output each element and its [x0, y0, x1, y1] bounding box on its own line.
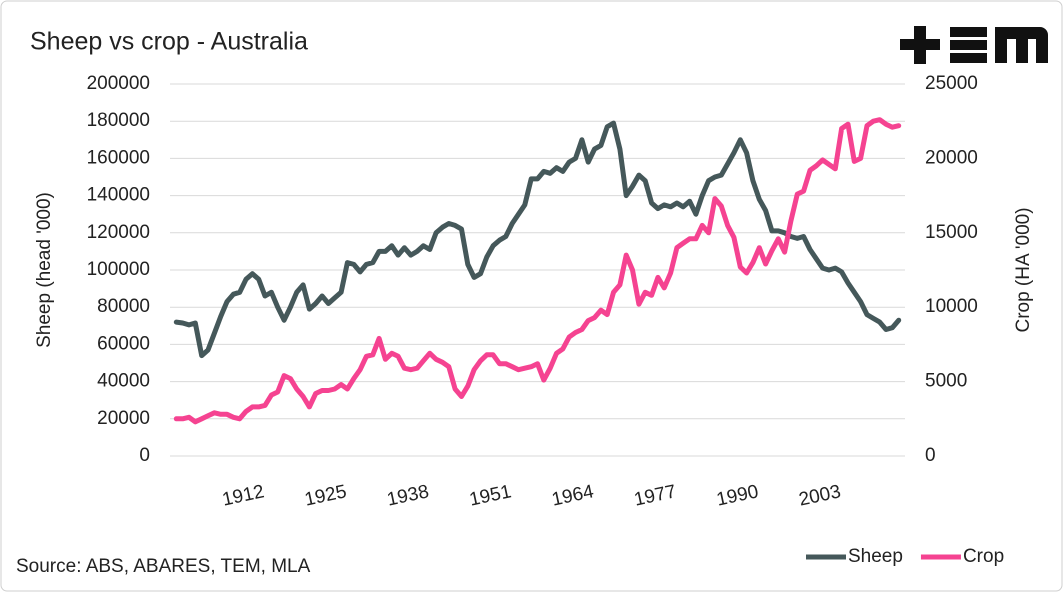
y2-tick-label: 10000 [925, 296, 978, 317]
y-tick-label: 40000 [97, 371, 150, 392]
y-axis-title: Sheep (head '000) [34, 192, 55, 348]
legend-label: Crop [963, 546, 1004, 567]
legend-label: Sheep [848, 546, 903, 567]
y2-tick-label: 25000 [925, 73, 978, 94]
series-line [173, 117, 902, 425]
y-tick-label: 20000 [97, 408, 150, 429]
series-line [173, 120, 902, 359]
y-tick-label: 200000 [87, 73, 150, 94]
y-tick-label: 140000 [87, 185, 150, 206]
y-tick-label: 60000 [97, 333, 150, 354]
y2-tick-label: 0 [925, 445, 936, 466]
y-tick-label: 180000 [87, 110, 150, 131]
y-tick-label: 120000 [87, 222, 150, 243]
y-tick-label: 80000 [97, 296, 150, 317]
y2-tick-label: 15000 [925, 222, 978, 243]
y2-axis-title: Crop (HA '000) [1013, 207, 1034, 332]
chart-title: Sheep vs crop - Australia [30, 28, 308, 56]
y2-tick-label: 20000 [925, 147, 978, 168]
source-note: Source: ABS, ABARES, TEM, MLA [16, 556, 311, 577]
y-tick-label: 100000 [87, 259, 150, 280]
logo [900, 26, 1048, 64]
y-tick-label: 160000 [87, 147, 150, 168]
y2-tick-label: 5000 [925, 371, 967, 392]
y-tick-label: 0 [139, 445, 150, 466]
